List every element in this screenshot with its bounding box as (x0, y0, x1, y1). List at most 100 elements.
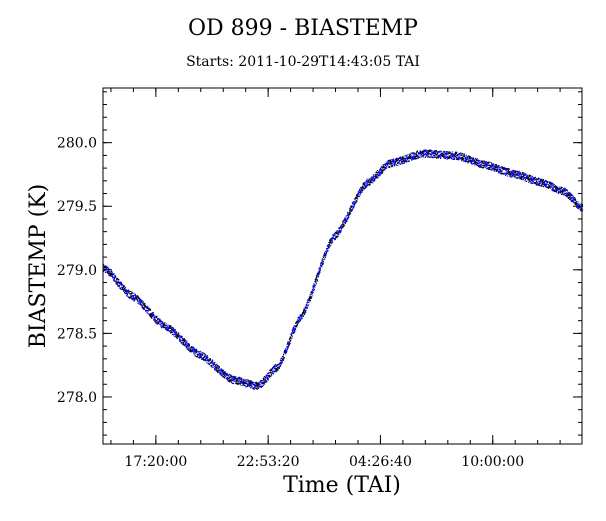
data-point (349, 213, 351, 216)
data-point (158, 321, 160, 323)
data-point (160, 325, 162, 327)
data-point (228, 377, 230, 379)
data-point (454, 153, 456, 155)
data-point (561, 189, 563, 191)
data-point (121, 286, 123, 288)
data-point (158, 318, 160, 320)
data-point (511, 173, 514, 175)
data-point (133, 299, 136, 302)
data-point (386, 162, 388, 164)
data-point (351, 208, 353, 210)
data-point (160, 325, 162, 327)
data-point (478, 161, 480, 163)
data-point (390, 159, 392, 161)
data-point (130, 291, 132, 293)
data-point (327, 245, 329, 248)
data-point (119, 282, 121, 284)
data-point (499, 172, 501, 174)
data-point (499, 171, 501, 173)
data-point (456, 158, 458, 160)
data-point (136, 297, 138, 299)
data-point (309, 298, 311, 300)
data-point (103, 267, 105, 269)
data-point (485, 166, 487, 168)
data-point (355, 197, 358, 199)
data-point (297, 320, 299, 322)
data-point (147, 310, 149, 312)
data-point (447, 156, 449, 158)
data-point (316, 278, 318, 280)
data-point (500, 173, 502, 175)
data-point (382, 170, 384, 172)
data-point (402, 156, 404, 158)
data-point (555, 187, 557, 189)
data-point (379, 174, 381, 176)
data-point (378, 171, 380, 173)
data-point (420, 156, 422, 158)
data-point (505, 169, 507, 171)
data-point (270, 370, 272, 372)
data-point (541, 179, 543, 181)
data-point (329, 238, 331, 240)
data-point (508, 170, 510, 172)
data-point (568, 191, 570, 193)
data-point (267, 379, 269, 381)
data-point (468, 157, 470, 159)
data-point (513, 170, 515, 172)
data-point (528, 178, 530, 180)
data-point (356, 195, 358, 197)
data-point (271, 369, 273, 371)
data-point (507, 168, 509, 170)
data-point (132, 296, 134, 298)
data-point (327, 244, 329, 246)
data-point (288, 344, 290, 346)
data-point (550, 183, 552, 185)
data-point (195, 352, 198, 354)
data-point (362, 185, 364, 187)
data-point (555, 186, 557, 188)
data-point (227, 380, 229, 382)
data-point (577, 201, 579, 203)
data-point (511, 174, 514, 176)
data-point (112, 276, 114, 278)
data-point (277, 366, 279, 368)
data-point (522, 173, 524, 175)
data-point (223, 375, 225, 377)
data-point (424, 152, 427, 155)
data-point (483, 164, 485, 166)
data-point (172, 328, 174, 330)
data-point (352, 201, 354, 204)
data-point (232, 379, 234, 381)
data-point (331, 243, 333, 245)
data-point (217, 372, 219, 374)
data-point (479, 164, 481, 166)
data-point (476, 163, 479, 165)
data-point (434, 155, 436, 157)
data-point (462, 156, 464, 158)
data-point (278, 363, 280, 365)
data-point (210, 362, 212, 364)
data-point (250, 386, 252, 388)
data-point (395, 159, 397, 161)
data-point (577, 204, 579, 206)
data-point (469, 156, 471, 158)
data-point (317, 273, 319, 275)
data-point (320, 264, 322, 266)
data-point (562, 191, 564, 193)
data-point (180, 337, 182, 339)
data-point (198, 351, 200, 353)
data-point (185, 342, 187, 344)
data-point (275, 370, 277, 372)
data-point (349, 207, 351, 209)
data-point (497, 165, 499, 168)
data-point (108, 273, 110, 275)
data-point (361, 187, 363, 190)
data-point (129, 290, 131, 293)
data-point (140, 301, 143, 303)
data-point (174, 328, 176, 331)
data-point (184, 341, 186, 343)
data-point (462, 154, 464, 156)
data-point (213, 363, 215, 365)
data-point (396, 160, 398, 162)
